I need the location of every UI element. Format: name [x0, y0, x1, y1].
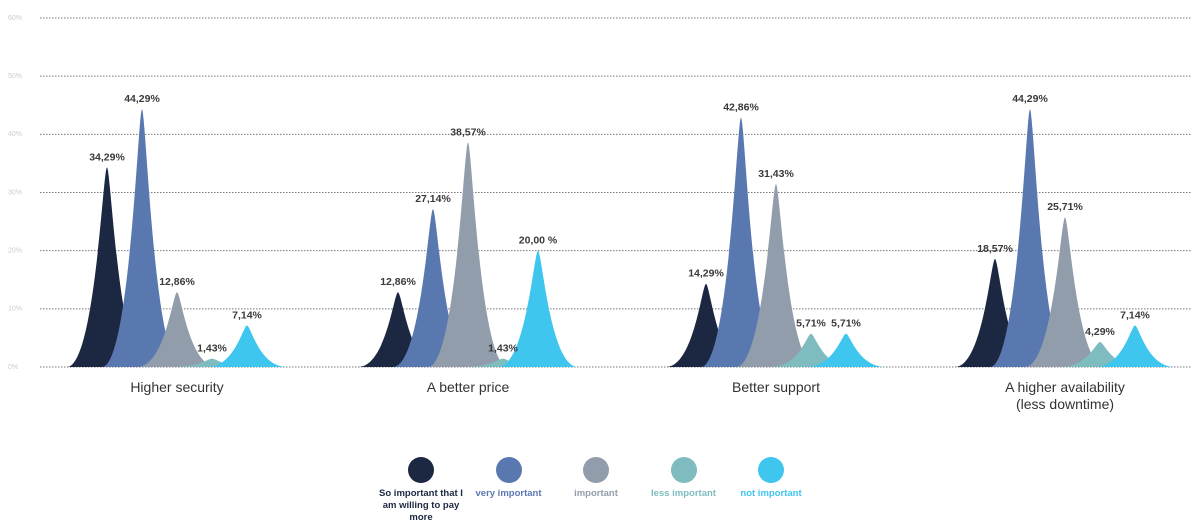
x-tick-label: A higher availability (less downtime): [1005, 379, 1125, 412]
x-tick-label: A better price: [426, 379, 510, 395]
spike: [955, 258, 1035, 367]
spike: [463, 358, 543, 367]
spike: [137, 292, 217, 367]
y-tick-label: 10%: [8, 306, 22, 313]
legend-label: So important that I am willing to pay mo…: [379, 488, 463, 523]
spike: [172, 358, 252, 367]
spike: [990, 109, 1070, 368]
value-label: 27,14%: [415, 193, 451, 205]
spike: [1060, 342, 1140, 367]
value-label: 14,29%: [688, 268, 724, 280]
x-tick-label: Higher security: [130, 379, 224, 395]
value-label: 12,86%: [159, 276, 195, 288]
legend-swatch: [758, 457, 784, 483]
value-label: 18,57%: [977, 243, 1013, 255]
value-label: 7,14%: [232, 309, 262, 321]
spike: [1095, 325, 1175, 367]
legend-label: not important: [740, 488, 802, 499]
legend-label: less important: [651, 488, 716, 499]
spike: [428, 142, 508, 367]
spike: [736, 184, 816, 367]
value-label: 38,57%: [450, 126, 486, 138]
spike: [1025, 217, 1105, 367]
y-tick-label: 60%: [8, 15, 22, 22]
value-label: 31,43%: [758, 168, 794, 180]
spike: [67, 167, 147, 367]
value-label: 34,29%: [89, 151, 125, 163]
legend-label: important: [574, 488, 618, 499]
value-label: 1,43%: [197, 342, 227, 354]
spike: [498, 250, 578, 367]
x-tick-label: Better support: [732, 379, 820, 395]
value-label: 5,71%: [831, 318, 861, 330]
value-label: 25,71%: [1047, 201, 1083, 213]
value-label: 44,29%: [124, 93, 160, 105]
legend-swatch: [670, 457, 697, 483]
value-label: 5,71%: [796, 318, 826, 330]
y-tick-label: 20%: [8, 248, 22, 255]
value-label: 42,86%: [723, 101, 759, 113]
legend-swatch: [583, 457, 609, 483]
y-tick-label: 40%: [8, 131, 22, 138]
y-tick-label: 50%: [8, 73, 22, 80]
legend-swatch: [495, 457, 522, 483]
spike: [102, 109, 182, 368]
spike: [393, 209, 473, 367]
value-label: 1,43%: [488, 342, 518, 354]
y-tick-label: 30%: [8, 189, 22, 196]
legend-label: very important: [475, 488, 542, 499]
spike: [358, 292, 438, 367]
value-label: 12,86%: [380, 276, 416, 288]
value-label: 4,29%: [1085, 326, 1115, 338]
legend-swatch: [408, 457, 434, 483]
value-label: 44,29%: [1012, 93, 1048, 105]
spike: [806, 333, 886, 367]
y-tick-label: 0%: [8, 364, 18, 371]
value-label: 20,00 %: [519, 234, 558, 246]
spike: [207, 325, 287, 367]
spike: [771, 333, 851, 367]
spike: [666, 283, 746, 367]
spike: [701, 117, 781, 368]
value-label: 7,14%: [1120, 309, 1150, 321]
